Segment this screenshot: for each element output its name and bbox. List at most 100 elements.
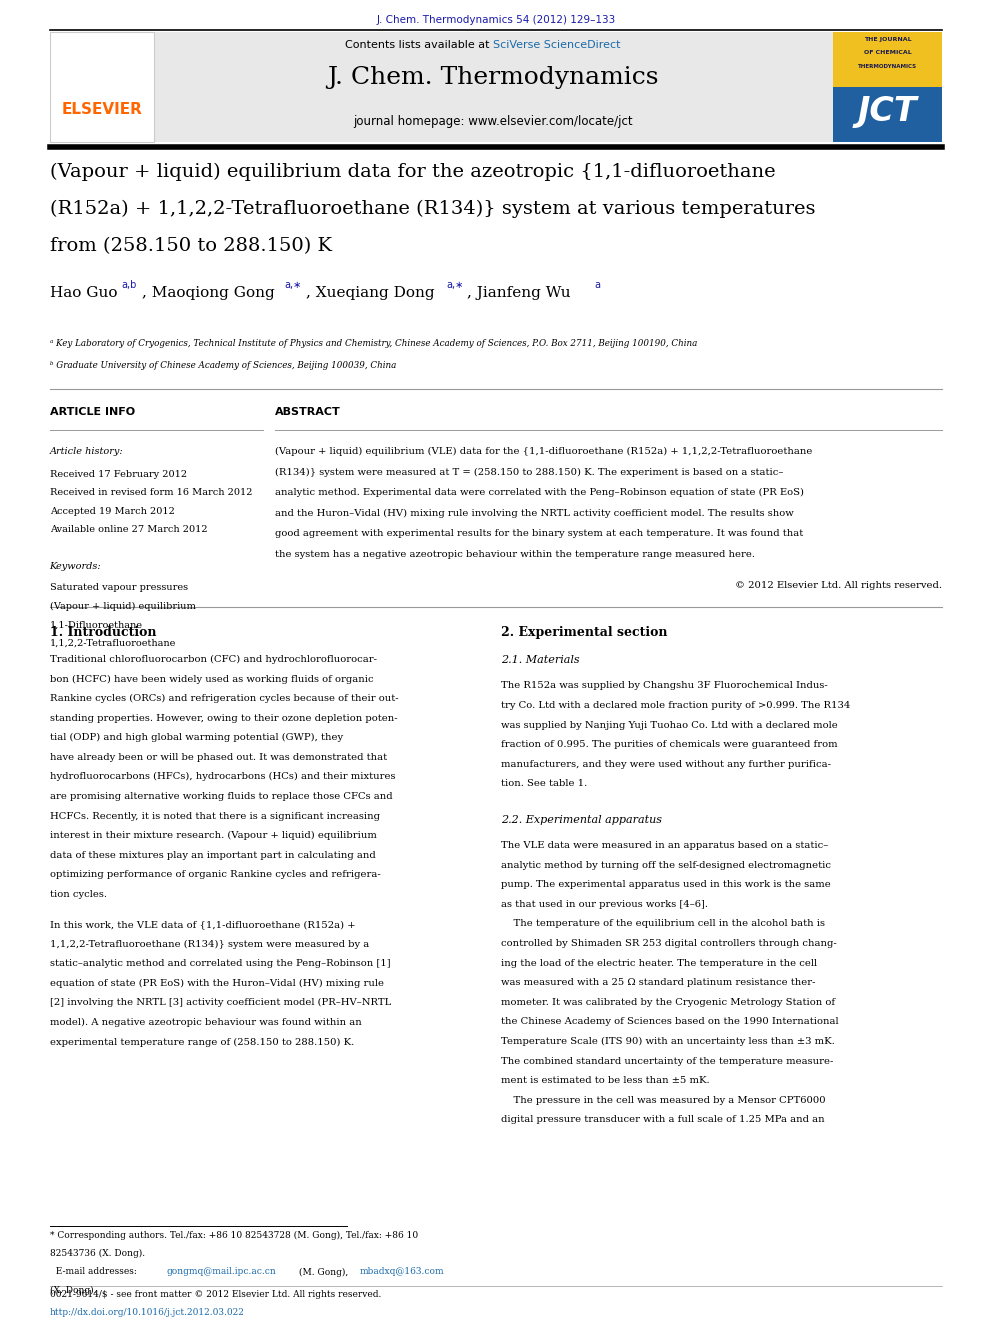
Text: 2. Experimental section: 2. Experimental section [501,626,668,639]
Text: Contents lists available at: Contents lists available at [345,40,493,50]
Text: fraction of 0.995. The purities of chemicals were guaranteed from: fraction of 0.995. The purities of chemi… [501,740,837,749]
Text: ABSTRACT: ABSTRACT [275,407,340,418]
Text: ing the load of the electric heater. The temperature in the cell: ing the load of the electric heater. The… [501,959,817,967]
Text: a,b: a,b [121,280,136,291]
Text: gongmq@mail.ipc.ac.cn: gongmq@mail.ipc.ac.cn [167,1267,277,1277]
Text: journal homepage: www.elsevier.com/locate/jct: journal homepage: www.elsevier.com/locat… [353,115,633,128]
Text: , Maoqiong Gong: , Maoqiong Gong [142,286,275,300]
Text: J. Chem. Thermodynamics 54 (2012) 129–133: J. Chem. Thermodynamics 54 (2012) 129–13… [376,15,616,25]
Text: Temperature Scale (ITS 90) with an uncertainty less than ±3 mK.: Temperature Scale (ITS 90) with an uncer… [501,1037,834,1046]
Text: Article history:: Article history: [50,447,123,456]
Text: The R152a was supplied by Changshu 3F Fluorochemical Indus-: The R152a was supplied by Changshu 3F Fl… [501,681,827,691]
Text: The combined standard uncertainty of the temperature measure-: The combined standard uncertainty of the… [501,1057,833,1065]
Text: and the Huron–Vidal (HV) mixing rule involving the NRTL activity coefficient mod: and the Huron–Vidal (HV) mixing rule inv… [275,509,794,517]
Text: THERMODYNAMICS: THERMODYNAMICS [858,64,918,69]
Text: model). A negative azeotropic behaviour was found within an: model). A negative azeotropic behaviour … [50,1017,361,1027]
Text: analytic method by turning off the self-designed electromagnetic: analytic method by turning off the self-… [501,861,831,869]
Text: the system has a negative azeotropic behaviour within the temperature range meas: the system has a negative azeotropic beh… [275,550,755,558]
Text: (Vapour + liquid) equilibrium (VLE) data for the {1,1-difluoroethane (R152a) + 1: (Vapour + liquid) equilibrium (VLE) data… [275,447,812,456]
Text: http://dx.doi.org/10.1016/j.jct.2012.03.022: http://dx.doi.org/10.1016/j.jct.2012.03.… [50,1308,244,1318]
Text: have already been or will be phased out. It was demonstrated that: have already been or will be phased out.… [50,753,387,762]
Text: pump. The experimental apparatus used in this work is the same: pump. The experimental apparatus used in… [501,880,830,889]
Text: 82543736 (X. Dong).: 82543736 (X. Dong). [50,1249,145,1258]
Text: E-mail addresses:: E-mail addresses: [50,1267,139,1277]
Text: The pressure in the cell was measured by a Mensor CPT6000: The pressure in the cell was measured by… [501,1095,825,1105]
FancyBboxPatch shape [833,32,942,142]
Text: standing properties. However, owing to their ozone depletion poten-: standing properties. However, owing to t… [50,713,397,722]
Text: ELSEVIER: ELSEVIER [62,102,143,116]
Text: manufacturers, and they were used without any further purifica-: manufacturers, and they were used withou… [501,759,831,769]
Text: JCT: JCT [858,95,918,128]
Text: analytic method. Experimental data were correlated with the Peng–Robinson equati: analytic method. Experimental data were … [275,488,804,497]
Text: 0021-9614/$ - see front matter © 2012 Elsevier Ltd. All rights reserved.: 0021-9614/$ - see front matter © 2012 El… [50,1290,381,1299]
Text: © 2012 Elsevier Ltd. All rights reserved.: © 2012 Elsevier Ltd. All rights reserved… [735,581,942,590]
Text: try Co. Ltd with a declared mole fraction purity of >0.999. The R134: try Co. Ltd with a declared mole fractio… [501,701,850,710]
Text: * Corresponding authors. Tel./fax: +86 10 82543728 (M. Gong), Tel./fax: +86 10: * Corresponding authors. Tel./fax: +86 1… [50,1230,418,1240]
Text: as that used in our previous works [4–6].: as that used in our previous works [4–6]… [501,900,708,909]
Text: OF CHEMICAL: OF CHEMICAL [864,50,912,56]
Text: equation of state (PR EoS) with the Huron–Vidal (HV) mixing rule: equation of state (PR EoS) with the Huro… [50,979,384,988]
Text: mbadxq@163.com: mbadxq@163.com [360,1267,444,1277]
Text: bon (HCFC) have been widely used as working fluids of organic: bon (HCFC) have been widely used as work… [50,675,373,684]
Text: tion. See table 1.: tion. See table 1. [501,779,587,789]
FancyBboxPatch shape [833,32,942,87]
Text: Traditional chlorofluorocarbon (CFC) and hydrochlorofluorocar-: Traditional chlorofluorocarbon (CFC) and… [50,655,377,664]
Text: a,∗: a,∗ [446,280,463,291]
Text: The VLE data were measured in an apparatus based on a static–: The VLE data were measured in an apparat… [501,841,828,851]
Text: THE JOURNAL: THE JOURNAL [864,37,912,42]
Text: tion cycles.: tion cycles. [50,890,106,898]
Text: , Xueqiang Dong: , Xueqiang Dong [306,286,434,300]
Text: [2] involving the NRTL [3] activity coefficient model (PR–HV–NRTL: [2] involving the NRTL [3] activity coef… [50,999,391,1007]
Text: (Vapour + liquid) equilibrium data for the azeotropic {1,1-difluoroethane: (Vapour + liquid) equilibrium data for t… [50,163,775,181]
Text: Saturated vapour pressures: Saturated vapour pressures [50,583,187,593]
Text: SciVerse ScienceDirect: SciVerse ScienceDirect [493,40,621,50]
Text: was supplied by Nanjing Yuji Tuohao Co. Ltd with a declared mole: was supplied by Nanjing Yuji Tuohao Co. … [501,721,837,729]
Text: In this work, the VLE data of {1,1-difluoroethane (R152a) +: In this work, the VLE data of {1,1-diflu… [50,919,355,929]
Text: optimizing performance of organic Rankine cycles and refrigera-: optimizing performance of organic Rankin… [50,871,380,880]
FancyBboxPatch shape [50,32,154,142]
Text: ᵃ Key Laboratory of Cryogenics, Technical Institute of Physics and Chemistry, Ch: ᵃ Key Laboratory of Cryogenics, Technica… [50,339,697,348]
Text: good agreement with experimental results for the binary system at each temperatu: good agreement with experimental results… [275,529,804,538]
Text: HCFCs. Recently, it is noted that there is a significant increasing: HCFCs. Recently, it is noted that there … [50,811,380,820]
Text: , Jianfeng Wu: , Jianfeng Wu [467,286,570,300]
Text: (X. Dong).: (X. Dong). [50,1286,96,1295]
Text: (R134)} system were measured at T = (258.150 to 288.150) K. The experiment is ba: (R134)} system were measured at T = (258… [275,468,783,476]
Text: Hao Guo: Hao Guo [50,286,117,300]
Text: interest in their mixture research. (Vapour + liquid) equilibrium: interest in their mixture research. (Vap… [50,831,377,840]
Text: a: a [594,280,600,291]
Text: J. Chem. Thermodynamics: J. Chem. Thermodynamics [327,66,659,89]
Text: Received in revised form 16 March 2012: Received in revised form 16 March 2012 [50,488,252,497]
Text: The temperature of the equilibrium cell in the alcohol bath is: The temperature of the equilibrium cell … [501,919,825,929]
Text: was measured with a 25 Ω standard platinum resistance ther-: was measured with a 25 Ω standard platin… [501,978,815,987]
Text: the Chinese Academy of Sciences based on the 1990 International: the Chinese Academy of Sciences based on… [501,1017,838,1027]
Text: Rankine cycles (ORCs) and refrigeration cycles because of their out-: Rankine cycles (ORCs) and refrigeration … [50,695,398,703]
Text: tial (ODP) and high global warming potential (GWP), they: tial (ODP) and high global warming poten… [50,733,342,742]
Text: Received 17 February 2012: Received 17 February 2012 [50,470,186,479]
FancyBboxPatch shape [154,32,833,142]
Text: 2.1. Materials: 2.1. Materials [501,655,579,665]
Text: from (258.150 to 288.150) K: from (258.150 to 288.150) K [50,237,331,255]
Text: 1,1-Difluoroethane: 1,1-Difluoroethane [50,620,143,630]
Text: data of these mixtures play an important part in calculating and: data of these mixtures play an important… [50,851,375,860]
Text: controlled by Shimaden SR 253 digital controllers through chang-: controlled by Shimaden SR 253 digital co… [501,939,836,949]
Text: (R152a) + 1,1,2,2-Tetrafluoroethane (R134)} system at various temperatures: (R152a) + 1,1,2,2-Tetrafluoroethane (R13… [50,200,815,218]
Text: are promising alternative working fluids to replace those CFCs and: are promising alternative working fluids… [50,792,392,800]
Text: ment is estimated to be less than ±5 mK.: ment is estimated to be less than ±5 mK. [501,1076,709,1085]
Text: Accepted 19 March 2012: Accepted 19 March 2012 [50,507,175,516]
Text: ᵇ Graduate University of Chinese Academy of Sciences, Beijing 100039, China: ᵇ Graduate University of Chinese Academy… [50,361,396,370]
Text: ARTICLE INFO: ARTICLE INFO [50,407,135,418]
Text: mometer. It was calibrated by the Cryogenic Metrology Station of: mometer. It was calibrated by the Cryoge… [501,998,835,1007]
Text: Available online 27 March 2012: Available online 27 March 2012 [50,525,207,534]
Text: a,∗: a,∗ [285,280,302,291]
Text: 1,1,2,2-Tetrafluoroethane (R134)} system were measured by a: 1,1,2,2-Tetrafluoroethane (R134)} system… [50,939,369,949]
Text: Keywords:: Keywords: [50,562,101,572]
Text: digital pressure transducer with a full scale of 1.25 MPa and an: digital pressure transducer with a full … [501,1115,824,1125]
Text: (M. Gong),: (M. Gong), [296,1267,351,1277]
Text: 1,1,2,2-Tetrafluoroethane: 1,1,2,2-Tetrafluoroethane [50,639,176,648]
Text: 2.2. Experimental apparatus: 2.2. Experimental apparatus [501,815,662,824]
Text: experimental temperature range of (258.150 to 288.150) K.: experimental temperature range of (258.1… [50,1037,354,1046]
Text: 1. Introduction: 1. Introduction [50,626,156,639]
Text: hydrofluorocarbons (HFCs), hydrocarbons (HCs) and their mixtures: hydrofluorocarbons (HFCs), hydrocarbons … [50,773,395,782]
Text: (Vapour + liquid) equilibrium: (Vapour + liquid) equilibrium [50,602,195,611]
Text: static–analytic method and correlated using the Peng–Robinson [1]: static–analytic method and correlated us… [50,959,390,968]
